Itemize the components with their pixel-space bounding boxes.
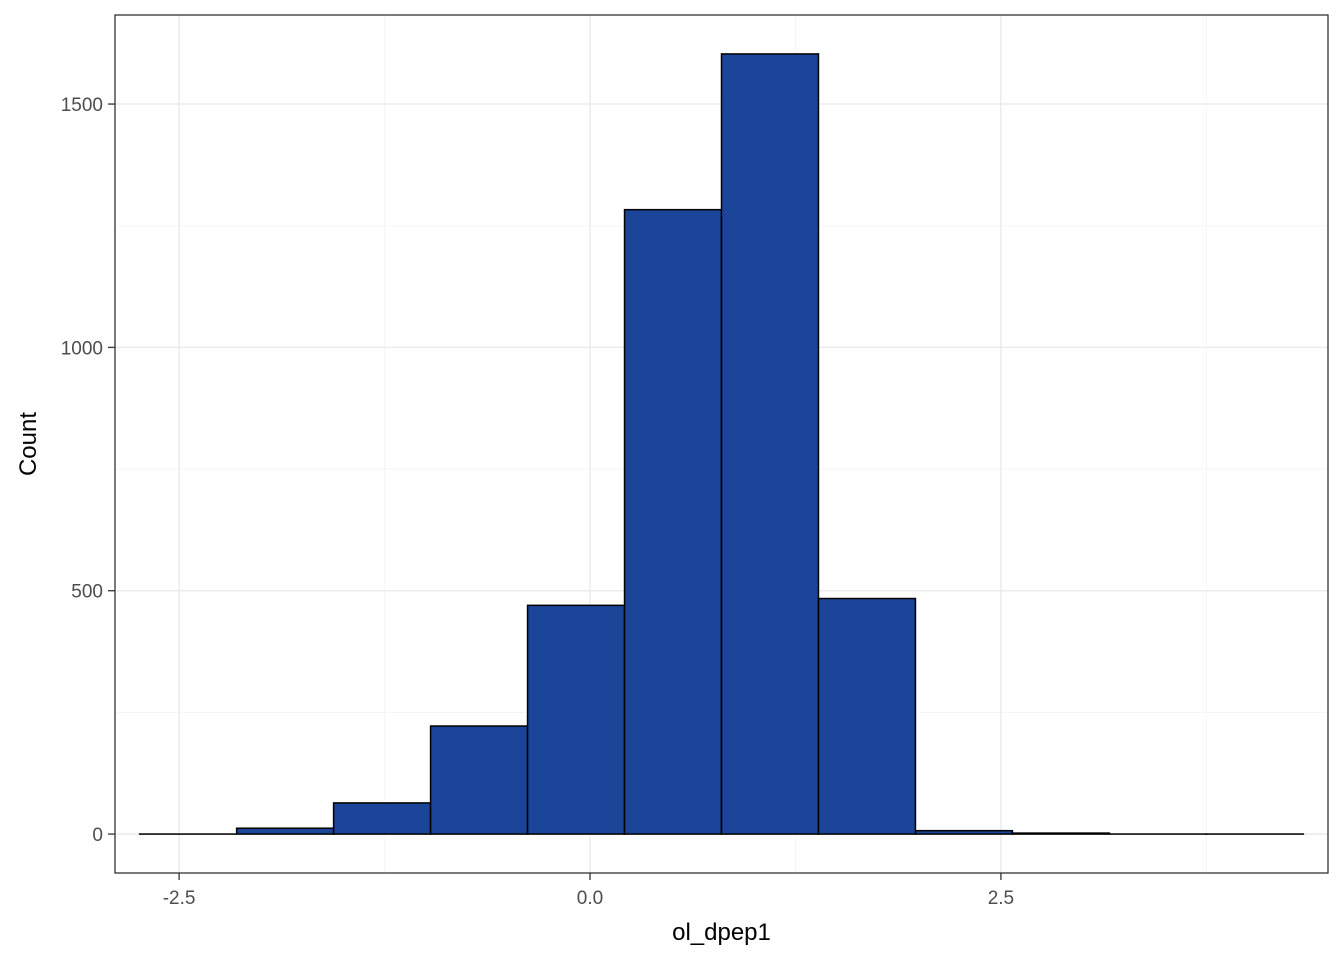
x-axis-title: ol_dpep1 (672, 919, 771, 946)
histogram-bar (817, 597, 917, 835)
y-axis-ticks: 0 500 1000 1500 (61, 95, 115, 846)
y-axis-title: Count (15, 412, 42, 476)
histogram-bars (138, 53, 1305, 835)
y-tick-label: 0 (92, 825, 103, 846)
histogram-bar (1011, 832, 1111, 835)
x-tick-label: 2.5 (988, 888, 1014, 909)
y-tick-label: 1500 (61, 95, 103, 116)
y-tick-label: 500 (71, 582, 103, 603)
histogram-bar (235, 827, 335, 835)
histogram-bar (720, 53, 820, 835)
x-tick-label: 0.0 (577, 888, 603, 909)
histogram-bar (914, 829, 1014, 835)
histogram-bar (429, 725, 529, 835)
histogram-bar (332, 802, 432, 835)
y-tick-label: 1000 (61, 338, 103, 359)
histogram-bar (526, 604, 626, 835)
histogram-bar (623, 208, 723, 835)
x-tick-label: -2.5 (163, 888, 196, 909)
panel-border (114, 14, 1329, 874)
x-axis-ticks: -2.5 0.0 2.5 (163, 873, 1014, 909)
